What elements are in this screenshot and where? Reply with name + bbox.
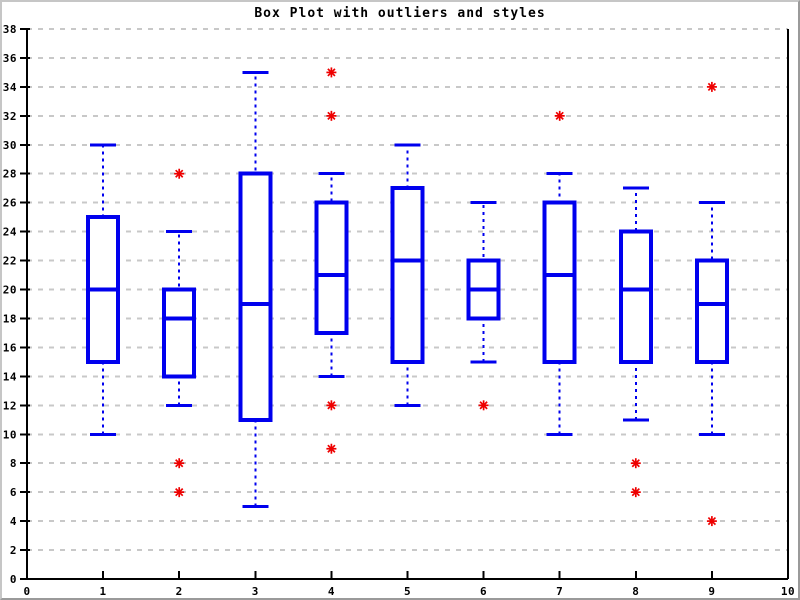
box-rect: [542, 200, 577, 364]
box-rect: [314, 200, 349, 335]
y-tick-label: 14: [3, 370, 17, 383]
y-tick-label: 18: [3, 312, 17, 325]
x-tick-label: 9: [708, 585, 715, 598]
outlier-asterisk: [707, 82, 717, 92]
y-tick-label: 28: [3, 168, 17, 181]
x-tick-label: 10: [781, 585, 795, 598]
x-tick-label: 7: [556, 585, 563, 598]
outlier-asterisk: [479, 401, 488, 410]
outlier-asterisk: [631, 459, 640, 468]
x-tick-label: 3: [252, 585, 259, 598]
outlier-asterisk: [327, 68, 336, 77]
outlier-asterisk: [175, 459, 184, 468]
x-tick-label: 4: [328, 585, 335, 598]
outlier-asterisk: [707, 516, 717, 526]
y-tick-label: 6: [10, 486, 17, 499]
x-tick-label: 5: [404, 585, 411, 598]
outlier-asterisk: [175, 169, 184, 178]
y-tick-label: 2: [10, 544, 17, 557]
y-tick-label: 4: [10, 515, 17, 528]
box-rect: [694, 258, 729, 364]
box-rect: [390, 186, 425, 364]
x-tick-label: 2: [176, 585, 183, 598]
outlier-asterisk: [555, 111, 564, 120]
y-tick-label: 8: [10, 457, 17, 470]
outlier-asterisk: [327, 401, 336, 410]
y-tick-label: 0: [10, 573, 17, 586]
outlier-asterisk: [631, 488, 640, 497]
y-tick-label: 30: [3, 139, 17, 152]
chart-title: Box Plot with outliers and styles: [254, 6, 546, 21]
box-rect: [238, 171, 273, 422]
y-tick-label: 24: [3, 226, 17, 239]
y-tick-label: 22: [3, 255, 17, 268]
y-tick-label: 12: [3, 399, 17, 412]
y-tick-label: 38: [3, 23, 17, 36]
x-tick-label: 0: [23, 585, 30, 598]
box-rect: [618, 229, 653, 364]
x-tick-label: 8: [632, 585, 639, 598]
x-tick-label: 6: [480, 585, 487, 598]
y-tick-label: 34: [3, 81, 17, 94]
y-tick-label: 32: [3, 110, 17, 123]
y-tick-label: 16: [3, 341, 17, 354]
x-tick-label: 1: [100, 585, 107, 598]
box-rect: [162, 287, 197, 379]
y-tick-label: 10: [3, 428, 17, 441]
outlier-asterisk: [327, 444, 336, 453]
y-tick-label: 20: [3, 284, 17, 297]
outlier-asterisk: [327, 111, 336, 120]
y-tick-label: 26: [3, 197, 17, 210]
y-tick-label: 36: [3, 52, 17, 65]
outlier-asterisk: [175, 488, 184, 497]
